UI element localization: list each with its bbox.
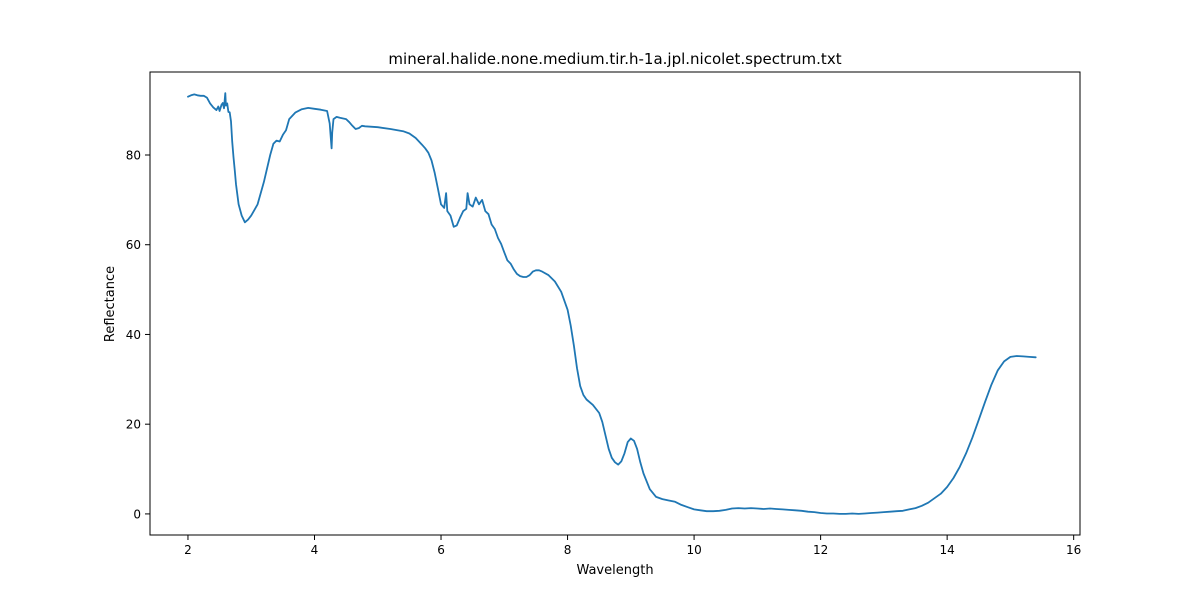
x-tick-label: 10 [686, 543, 701, 557]
x-axis-label: Wavelength [576, 563, 653, 578]
y-tick-label: 20 [126, 418, 141, 432]
chart-title: mineral.halide.none.medium.tir.h-1a.jpl.… [388, 50, 841, 68]
x-tick-label: 6 [437, 543, 445, 557]
y-tick-label: 40 [126, 328, 141, 342]
y-tick-label: 0 [133, 507, 141, 521]
x-tick-label: 8 [564, 543, 572, 557]
series-line [187, 92, 1037, 515]
plot-frame [149, 71, 1081, 536]
x-tick-label: 4 [311, 543, 319, 557]
x-tick-label: 12 [813, 543, 828, 557]
y-tick-label: 60 [126, 238, 141, 252]
x-tick-label: 14 [940, 543, 955, 557]
x-axis: 2 4 6 8 10 12 14 16 [184, 535, 1081, 557]
plot-area [187, 92, 1037, 515]
y-axis: 0 20 40 60 80 [126, 148, 150, 521]
y-axis-label: Reflectance [103, 266, 118, 342]
x-tick-label: 16 [1066, 543, 1081, 557]
y-tick-label: 80 [126, 148, 141, 162]
x-tick-label: 2 [184, 543, 192, 557]
